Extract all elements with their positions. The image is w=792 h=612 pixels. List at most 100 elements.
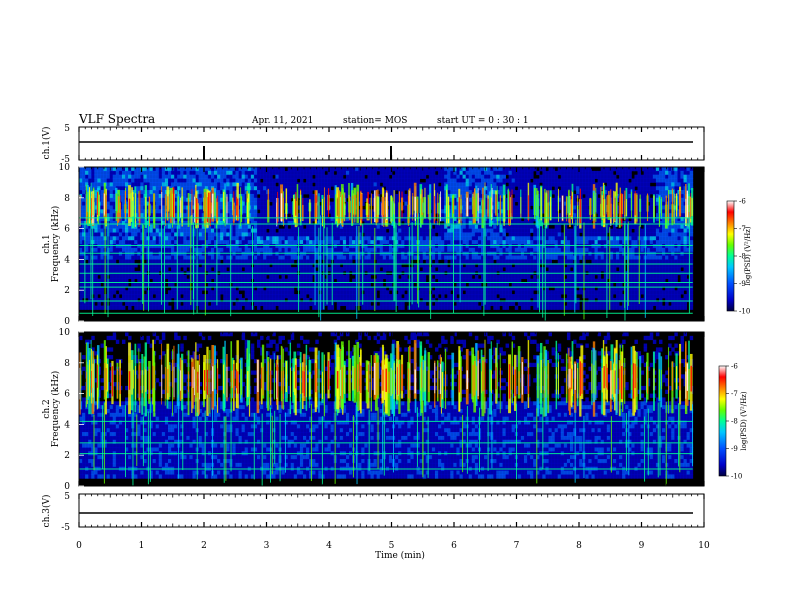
spec-cell — [425, 178, 430, 183]
spec-cell — [115, 232, 120, 237]
spec-cell — [388, 274, 393, 280]
spec-cell — [121, 244, 126, 249]
spec-cell — [395, 228, 399, 233]
spec-cell — [462, 259, 467, 264]
spec-cell — [465, 244, 470, 249]
spec-cell — [339, 255, 344, 260]
spec-cell — [306, 259, 310, 264]
spec-cell — [352, 182, 356, 187]
spec-cell — [204, 182, 209, 187]
spec-cell — [253, 209, 258, 214]
spec-cell — [379, 167, 384, 172]
spec-cell — [484, 286, 488, 291]
spec-cell — [204, 174, 209, 179]
spec-cell — [395, 232, 399, 237]
spec-cell — [468, 167, 473, 172]
spec-cell — [379, 278, 384, 283]
spec-cell — [112, 220, 117, 226]
spec-cell — [232, 178, 236, 183]
spec-cell — [471, 290, 476, 295]
spec-cell — [158, 217, 163, 222]
spec-cell — [367, 267, 371, 272]
spec-cell — [112, 247, 117, 253]
spec-cell — [112, 263, 117, 268]
spec-cell — [272, 197, 276, 203]
spec-cell — [431, 297, 436, 303]
spec-cell — [422, 217, 427, 222]
spec-cell — [174, 174, 178, 179]
spec-cell — [474, 174, 479, 179]
spec-cell — [361, 167, 365, 172]
spec-cell — [327, 274, 332, 280]
spec-cell — [352, 170, 356, 176]
spec-cell — [100, 178, 104, 183]
spec-cell — [370, 244, 374, 249]
spec-cell — [118, 286, 123, 291]
spec-cell — [201, 190, 206, 195]
spec-cell — [171, 290, 175, 295]
spec-cell — [149, 236, 154, 241]
spec-cell — [453, 205, 457, 210]
spec-cell — [450, 186, 454, 191]
spec-cell — [358, 190, 362, 195]
spec-cell — [379, 174, 384, 179]
spec-cell — [382, 182, 387, 187]
spec-cell — [183, 278, 187, 283]
spec-cell — [263, 282, 267, 287]
spec-cell — [149, 220, 154, 226]
spec-cell — [278, 282, 282, 287]
spec-cell — [398, 282, 402, 287]
spec-cell — [468, 244, 473, 249]
spec-cell — [425, 182, 430, 187]
spec-cell — [299, 232, 304, 237]
spec-cell — [462, 228, 467, 233]
spec-cell — [303, 170, 307, 176]
spec-cell — [167, 274, 172, 280]
spec-cell — [149, 197, 154, 203]
spec-cell — [263, 213, 267, 218]
spec-cell — [204, 228, 209, 233]
spec-cell — [327, 224, 332, 229]
spec-cell — [149, 294, 154, 299]
spec-cell — [152, 178, 157, 183]
spec-cell — [161, 197, 166, 203]
spec-cell — [94, 182, 98, 187]
spec-cell — [456, 174, 460, 179]
spec-cell — [174, 278, 178, 283]
spec-cell — [425, 282, 430, 287]
spec-cell — [192, 190, 197, 195]
spec-cell — [474, 290, 479, 295]
spec-cell — [462, 278, 467, 283]
spec-cell — [143, 174, 147, 179]
spec-cell — [125, 297, 129, 303]
spec-cell — [441, 274, 445, 280]
spec-cell — [272, 232, 276, 237]
spec-cell — [474, 178, 479, 183]
spec-cell — [149, 282, 154, 287]
spec-cell — [109, 255, 114, 260]
spec-cell — [312, 232, 316, 237]
spec-cell — [306, 251, 310, 256]
spec-cell — [327, 251, 332, 256]
spec-cell — [413, 301, 417, 306]
spec-cell — [431, 263, 436, 268]
spec-cell — [235, 305, 239, 310]
spec-cell — [97, 290, 101, 295]
spec-cell — [223, 244, 227, 249]
spec-cell — [438, 267, 442, 272]
spec-cell — [125, 217, 129, 222]
spec-cell — [223, 232, 227, 237]
spec-cell — [318, 297, 322, 303]
spec-cell — [395, 259, 399, 264]
spec-cell — [321, 186, 325, 191]
spec-cell — [290, 167, 295, 172]
spec-cell — [447, 297, 451, 303]
spec-cell — [198, 294, 203, 299]
spec-cell — [438, 217, 442, 222]
spec-cell — [220, 220, 224, 226]
spec-cell — [229, 205, 233, 210]
spec-cell — [450, 224, 454, 229]
spec-cell — [115, 178, 120, 183]
spec-cell — [109, 205, 114, 210]
